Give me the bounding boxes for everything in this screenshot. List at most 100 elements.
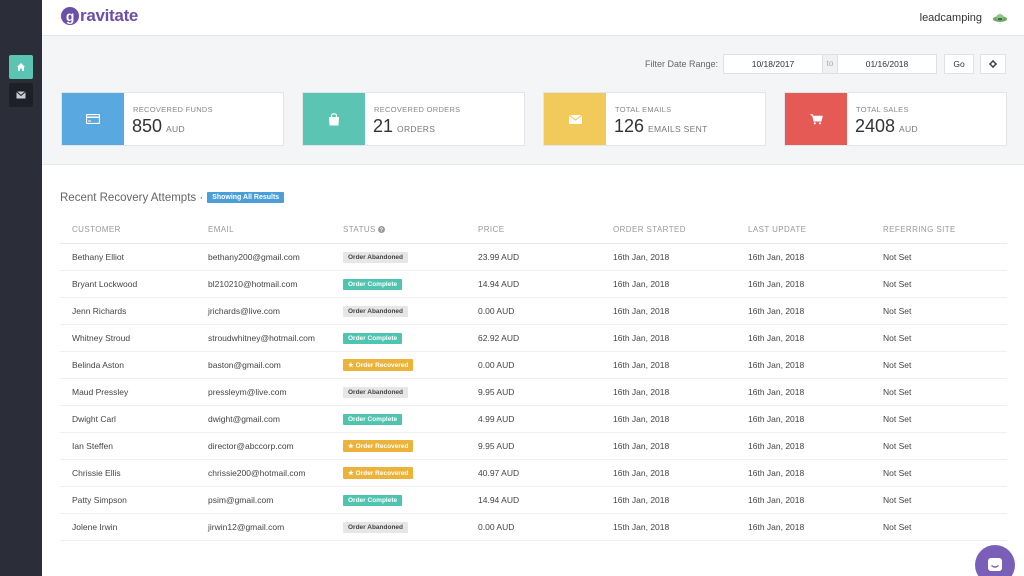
customer-cell: Patty Simpson: [60, 486, 196, 514]
email-cell: stroudwhitney@hotmail.com: [196, 324, 331, 352]
last-update-cell: 16th Jan, 2018: [736, 459, 871, 487]
last-update-cell: 16th Jan, 2018: [736, 513, 871, 541]
column-header-last-update[interactable]: Last Update: [736, 216, 871, 244]
settings-button[interactable]: [980, 54, 1006, 74]
column-header-price[interactable]: Price: [466, 216, 601, 244]
table-row[interactable]: Bryant Lockwood bl210210@hotmail.com Order…: [60, 270, 1007, 298]
date-from-input[interactable]: 10/18/2017: [723, 54, 823, 74]
price-cell: 9.95 AUD: [466, 378, 601, 406]
credit-card-icon: [86, 114, 100, 124]
stat-icon-box: [303, 93, 365, 145]
envelope-icon: [568, 114, 582, 124]
email-cell: pressleym@live.com: [196, 378, 331, 406]
go-button[interactable]: Go: [944, 54, 974, 74]
status-badge: Order Abandoned: [343, 305, 409, 317]
customer-cell: Dwight Carl: [60, 405, 196, 433]
table-row[interactable]: Chrissie Ellis chrissie200@hotmail.com ★ O…: [60, 459, 1007, 487]
price-cell: 14.94 AUD: [466, 486, 601, 514]
last-update-cell: 16th Jan, 2018: [736, 297, 871, 325]
customer-cell: Belinda Aston: [60, 351, 196, 379]
status-badge: Order Complete: [343, 413, 403, 425]
gravitate-logo[interactable]: g ravitate: [61, 6, 138, 26]
customer-cell: Whitney Stroud: [60, 324, 196, 352]
cart-icon: [810, 113, 823, 124]
sidebar: [0, 0, 42, 576]
referring-site-cell: Not Set: [871, 270, 1007, 298]
home-icon: [17, 63, 25, 71]
column-header-customer[interactable]: Customer: [60, 216, 196, 244]
order-started-cell: 15th Jan, 2018: [601, 513, 736, 541]
status-cell: Order Complete: [331, 486, 466, 514]
stat-value: 21 Orders: [373, 116, 436, 136]
table-row[interactable]: Maud Pressley pressleym@live.com Order Aba…: [60, 378, 1007, 406]
table-row[interactable]: Jenn Richards jrichards@live.com Order Aba…: [60, 297, 1007, 325]
envelope-icon: [16, 91, 26, 99]
status-cell: ★ Order Recovered: [331, 351, 466, 379]
referring-site-cell: Not Set: [871, 432, 1007, 460]
column-header-referring-site[interactable]: Referring Site: [871, 216, 1007, 244]
status-badge: Order Abandoned: [343, 251, 409, 263]
sidebar-item-home[interactable]: [9, 55, 33, 79]
date-to-input[interactable]: 01/16/2018: [837, 54, 937, 74]
status-cell: Order Abandoned: [331, 378, 466, 406]
svg-text:?: ?: [380, 227, 384, 232]
last-update-cell: 16th Jan, 2018: [736, 324, 871, 352]
gear-icon: [989, 60, 997, 68]
table-header-row: Customer Email Status ? Price Order Star…: [60, 216, 1007, 244]
column-header-order-started[interactable]: Order Started: [601, 216, 736, 244]
last-update-cell: 16th Jan, 2018: [736, 432, 871, 460]
customer-cell: Ian Steffen: [60, 432, 196, 460]
customer-cell: Maud Pressley: [60, 378, 196, 406]
order-started-cell: 16th Jan, 2018: [601, 351, 736, 379]
chat-launcher-button[interactable]: [975, 545, 1015, 576]
status-badge: Order Abandoned: [343, 521, 409, 533]
status-badge: Order Complete: [343, 332, 403, 344]
customer-cell: Jolene Irwin: [60, 513, 196, 541]
last-update-cell: 16th Jan, 2018: [736, 270, 871, 298]
table-row[interactable]: Whitney Stroud stroudwhitney@hotmail.com O…: [60, 324, 1007, 352]
table-row[interactable]: Jolene Irwin jirwin12@gmail.com Order Aban…: [60, 513, 1007, 541]
table-row[interactable]: Ian Steffen director@abccorp.com ★ Order R…: [60, 432, 1007, 460]
last-update-cell: 16th Jan, 2018: [736, 486, 871, 514]
status-cell: Order Complete: [331, 324, 466, 352]
email-cell: director@abccorp.com: [196, 432, 331, 460]
date-filter: Filter Date Range: 10/18/2017 to 01/16/2…: [42, 54, 1024, 74]
order-started-cell: 16th Jan, 2018: [601, 243, 736, 271]
status-badge: ★ Order Recovered: [343, 358, 414, 371]
help-icon[interactable]: ?: [378, 225, 386, 233]
table-row[interactable]: Dwight Carl dwight@gmail.com Order Complet…: [60, 405, 1007, 433]
table-row[interactable]: Patty Simpson psim@gmail.com Order Complet…: [60, 486, 1007, 514]
referring-site-cell: Not Set: [871, 297, 1007, 325]
order-started-cell: 16th Jan, 2018: [601, 378, 736, 406]
recovery-table: Customer Email Status ? Price Order Star…: [60, 216, 1007, 541]
email-cell: chrissie200@hotmail.com: [196, 459, 331, 487]
table-row[interactable]: Bethany Elliot bethany200@gmail.com Order …: [60, 243, 1007, 271]
referring-site-cell: Not Set: [871, 459, 1007, 487]
user-avatar-icon[interactable]: [992, 12, 1008, 24]
stat-value: 850 AUD: [132, 116, 185, 136]
order-started-cell: 16th Jan, 2018: [601, 432, 736, 460]
price-cell: 0.00 AUD: [466, 351, 601, 379]
price-cell: 23.99 AUD: [466, 243, 601, 271]
order-started-cell: 16th Jan, 2018: [601, 270, 736, 298]
sidebar-item-emails[interactable]: [9, 83, 33, 107]
customer-cell: Bethany Elliot: [60, 243, 196, 271]
status-cell: Order Abandoned: [331, 243, 466, 271]
order-started-cell: 16th Jan, 2018: [601, 486, 736, 514]
email-cell: jrichards@live.com: [196, 297, 331, 325]
column-header-email[interactable]: Email: [196, 216, 331, 244]
stat-card-recovered-orders: Recovered Orders 21 Orders: [302, 92, 525, 146]
price-cell: 9.95 AUD: [466, 432, 601, 460]
email-cell: bl210210@hotmail.com: [196, 270, 331, 298]
showing-all-results-badge[interactable]: Showing All Results: [207, 192, 285, 203]
order-started-cell: 16th Jan, 2018: [601, 459, 736, 487]
referring-site-cell: Not Set: [871, 324, 1007, 352]
status-badge: Order Complete: [343, 494, 403, 506]
customer-cell: Chrissie Ellis: [60, 459, 196, 487]
email-cell: psim@gmail.com: [196, 486, 331, 514]
price-cell: 0.00 AUD: [466, 513, 601, 541]
column-header-status[interactable]: Status ?: [331, 216, 466, 244]
user-name[interactable]: leadcamping: [919, 12, 982, 24]
table-row[interactable]: Belinda Aston baston@gmail.com ★ Order Rec…: [60, 351, 1007, 379]
referring-site-cell: Not Set: [871, 351, 1007, 379]
